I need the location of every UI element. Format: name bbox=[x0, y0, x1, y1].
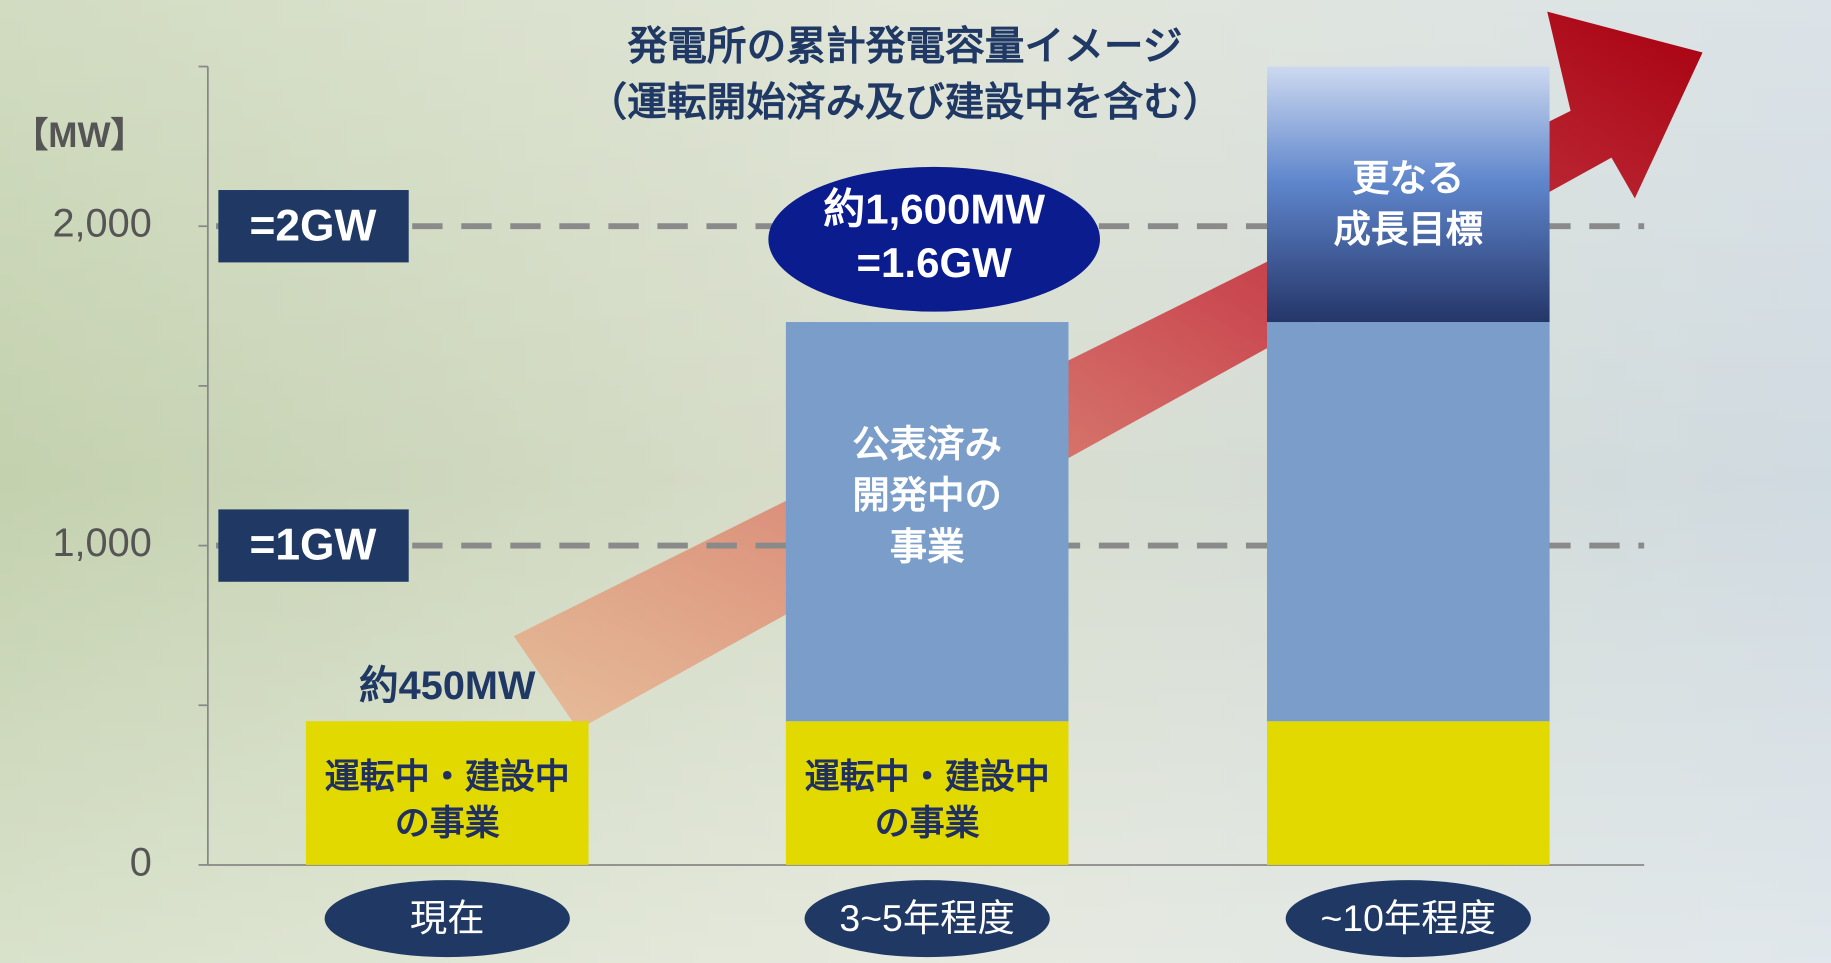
chart-subtitle: （運転開始済み及び建設中を含む） bbox=[587, 81, 1222, 125]
bar-segment bbox=[1266, 66, 1550, 323]
segment-label: の事業 bbox=[875, 804, 980, 843]
segment-label: 成長目標 bbox=[1334, 208, 1483, 250]
category-badge bbox=[804, 880, 1050, 958]
bar-segment bbox=[785, 721, 1069, 865]
x-tick-label: 現在 bbox=[410, 897, 485, 939]
segment-label: 運転中・建設中 bbox=[805, 757, 1050, 796]
reference-box bbox=[218, 509, 409, 582]
segment-label: 更なる bbox=[1352, 157, 1464, 199]
bar-segment bbox=[1266, 721, 1550, 865]
annotation-bubble bbox=[768, 166, 1101, 312]
segment-label: 事業 bbox=[890, 526, 965, 568]
x-tick-label: ~10年程度 bbox=[1321, 897, 1496, 939]
reference-box bbox=[218, 190, 409, 263]
segment-label: 開発中の bbox=[852, 474, 1001, 516]
y-tick-label: 1,000 bbox=[52, 521, 151, 565]
bar-segment bbox=[785, 322, 1069, 722]
category-badge bbox=[1285, 880, 1531, 958]
chart-title: 発電所の累計発電容量イメージ bbox=[628, 25, 1183, 69]
segment-label: 公表済み bbox=[852, 423, 1001, 465]
bar-segment bbox=[1266, 322, 1550, 722]
category-badge bbox=[324, 880, 570, 958]
annotation: 約1,600MW bbox=[823, 186, 1045, 233]
annotation: 約450MW bbox=[359, 664, 536, 708]
x-tick-label: 3~5年程度 bbox=[839, 897, 1014, 939]
annotation: =1.6GW bbox=[857, 239, 1013, 286]
y-tick-label: 0 bbox=[130, 840, 152, 884]
segment-label: の事業 bbox=[395, 804, 500, 843]
bar-segment bbox=[305, 721, 589, 865]
segment-label: 運転中・建設中 bbox=[325, 757, 570, 796]
y-tick-label: 2,000 bbox=[52, 202, 151, 246]
reference-label: =2GW bbox=[249, 201, 376, 250]
reference-label: =1GW bbox=[249, 521, 376, 570]
y-unit: 【MW】 bbox=[13, 116, 145, 155]
